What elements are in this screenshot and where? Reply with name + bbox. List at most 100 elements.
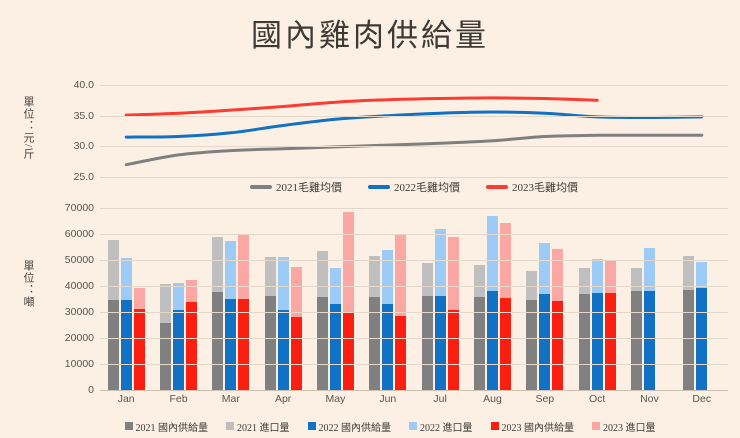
x-axis-label-may: May [325, 393, 346, 405]
bar-stack-2022-feb[interactable] [172, 283, 184, 390]
bar-stack-2021-feb[interactable] [159, 283, 171, 390]
bar-stack-2023-sep[interactable] [552, 249, 564, 390]
bar-legend-label: 2022 國內供給量 [318, 422, 392, 434]
line-chart-y-tick: 30.0 [73, 140, 94, 153]
bar-segment-domestic-2022 [329, 304, 341, 390]
bar-stack-2021-mar[interactable] [212, 236, 224, 390]
bar-segment-domestic-2023 [238, 299, 250, 390]
bar-stack-2022-dec[interactable] [696, 262, 708, 390]
bar-stack-2022-jan[interactable] [120, 257, 132, 390]
bar-legend-item-4[interactable]: 2022 進口量 [409, 419, 473, 434]
bar-chart-y-axis: 70000 60000 50000 40000 30000 20000 10000 0 [28, 202, 94, 396]
bar-stack-2023-oct[interactable] [604, 260, 616, 390]
bar-segment-import-2023 [185, 280, 197, 303]
bar-segment-import-2023 [133, 287, 145, 309]
bar-segment-domestic-2023 [185, 302, 197, 390]
bar-segment-domestic-2022 [277, 309, 289, 390]
bar-legend-item-2[interactable]: 2021 進口量 [226, 419, 290, 434]
bar-segment-import-2021 [264, 256, 276, 296]
bar-stack-2021-may[interactable] [316, 250, 328, 390]
bar-stack-2022-apr[interactable] [277, 257, 289, 390]
bar-stack-2022-aug[interactable] [486, 215, 498, 390]
bar-stack-2022-sep[interactable] [539, 243, 551, 390]
bar-stack-2023-jun[interactable] [395, 235, 407, 390]
bar-segment-domestic-2021 [578, 293, 590, 390]
bar-segment-import-2021 [316, 250, 328, 297]
bar-stack-2023-jan[interactable] [133, 287, 145, 390]
bar-stack-2022-mar[interactable] [225, 241, 237, 390]
gridline [100, 208, 728, 209]
bar-legend-item-1[interactable]: 2021 國內供給量 [124, 419, 208, 434]
gridline [100, 115, 728, 117]
bar-stack-2022-oct[interactable] [591, 259, 603, 390]
bar-stack-2021-jul[interactable] [421, 262, 433, 390]
bar-stack-2023-feb[interactable] [185, 280, 197, 390]
gridline [100, 338, 728, 339]
x-axis-label-sep: Sep [535, 393, 555, 405]
bar-stack-2022-jul[interactable] [434, 229, 446, 390]
x-axis-label-jun: Jun [379, 393, 397, 405]
bar-stack-2023-may[interactable] [342, 211, 354, 390]
bar-segment-domestic-2022 [434, 296, 446, 390]
line-chart-y-tick: 25.0 [73, 171, 94, 183]
bar-stack-2023-jul[interactable] [447, 236, 459, 390]
bar-group-nov [623, 208, 675, 390]
bar-stack-2023-mar[interactable] [238, 234, 250, 390]
bar-stack-2021-jan[interactable] [107, 240, 119, 390]
bar-segment-import-2022 [225, 241, 237, 299]
bar-stack-2021-nov[interactable] [630, 268, 642, 390]
bar-chart-y-tick: 30000 [64, 306, 94, 318]
bar-segment-import-2021 [159, 283, 171, 323]
line-legend-label: 2021毛雞均價 [276, 182, 342, 194]
bar-segment-import-2022 [277, 257, 289, 310]
x-axis-label-jan: Jan [117, 393, 135, 405]
line-legend-swatch-icon [486, 185, 508, 189]
bar-legend-item-3[interactable]: 2022 國內供給量 [307, 419, 392, 434]
bar-stack-2022-nov[interactable] [643, 248, 655, 390]
bar-segment-domestic-2021 [526, 299, 538, 390]
bar-segment-import-2023 [395, 235, 407, 316]
bar-chart-baseline [100, 390, 728, 391]
bar-stack-2021-sep[interactable] [526, 270, 538, 390]
line-series-2 [124, 110, 704, 139]
bar-legend-label: 2023 進口量 [603, 422, 656, 434]
bar-legend-label: 2023 國內供給量 [501, 422, 575, 434]
bar-segment-domestic-2021 [630, 291, 642, 390]
bar-segment-import-2021 [421, 262, 433, 296]
bar-chart-y-tick: 50000 [64, 254, 94, 266]
x-axis-label-apr: Apr [274, 393, 292, 405]
bar-segment-import-2022 [172, 283, 184, 310]
bar-segment-import-2022 [120, 257, 132, 300]
bar-segment-domestic-2022 [696, 288, 708, 390]
gridline [100, 146, 728, 148]
bar-segment-import-2023 [342, 211, 354, 313]
bar-stack-2021-apr[interactable] [264, 256, 276, 390]
line-legend-item-2[interactable]: 2022毛雞均價 [368, 179, 460, 195]
bar-stack-2022-jun[interactable] [382, 249, 394, 390]
bar-stack-2021-aug[interactable] [473, 264, 485, 390]
bar-segment-domestic-2023 [604, 292, 616, 390]
bar-stack-2023-apr[interactable] [290, 267, 302, 390]
bar-segment-domestic-2023 [395, 315, 407, 390]
bar-segment-import-2021 [212, 236, 224, 292]
bar-chart-x-axis: Jan Feb Mar Apr May Jun Jul Aug Sep Oct Nov Dec [100, 393, 728, 409]
line-series-1 [124, 133, 704, 167]
bar-segment-domestic-2022 [643, 291, 655, 390]
x-axis-label-feb: Feb [169, 393, 188, 405]
bar-stack-2021-jun[interactable] [369, 256, 381, 390]
bar-stack-2021-oct[interactable] [578, 267, 590, 390]
line-chart-unit-label: 單位：元/斤 [22, 96, 34, 161]
bar-chart-y-tick: 60000 [64, 228, 94, 240]
bar-segment-import-2021 [683, 256, 695, 291]
line-legend-item-1[interactable]: 2021毛雞均價 [250, 179, 342, 195]
bar-segment-import-2021 [473, 264, 485, 298]
bar-chart-y-tick: 40000 [64, 280, 94, 292]
bar-stack-2021-dec[interactable] [683, 256, 695, 390]
x-axis-label-mar: Mar [221, 393, 240, 405]
line-legend-swatch-icon [250, 185, 272, 189]
bar-group-apr [257, 208, 309, 390]
line-legend-item-3[interactable]: 2023毛雞均價 [486, 179, 578, 195]
bar-legend-item-6[interactable]: 2023 進口量 [592, 419, 656, 434]
bar-legend-item-5[interactable]: 2023 國內供給量 [490, 419, 575, 434]
